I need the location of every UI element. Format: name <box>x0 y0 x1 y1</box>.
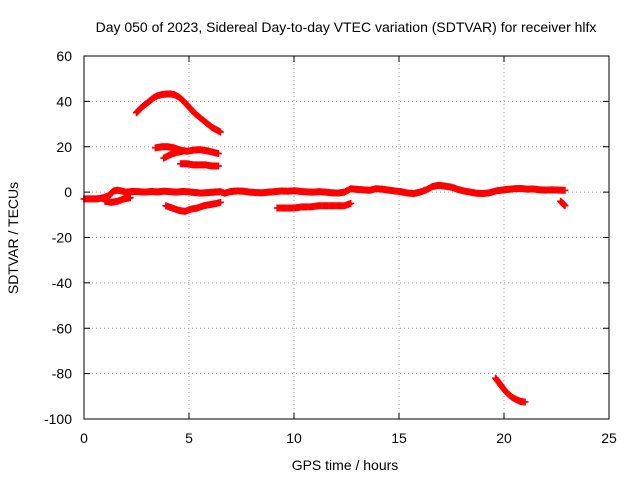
data-point <box>214 162 222 170</box>
y-tick-label: -20 <box>52 230 72 246</box>
data-point <box>561 186 569 194</box>
y-tick-label: 20 <box>56 139 72 155</box>
series-4 <box>160 147 187 162</box>
x-tick-label: 20 <box>496 430 512 446</box>
data-point <box>521 398 529 406</box>
data-point <box>126 194 134 202</box>
y-tick-label: 0 <box>64 184 72 200</box>
chart-title: Day 050 of 2023, Sidereal Day-to-day VTE… <box>96 19 597 35</box>
x-axis-label: GPS time / hours <box>292 457 399 473</box>
y-axis-label: SDTVAR / TECUs <box>5 182 21 294</box>
data-point <box>214 150 222 158</box>
series-1 <box>101 194 134 206</box>
y-tick-label: -100 <box>44 411 72 427</box>
x-tick-label: 5 <box>185 430 193 446</box>
data-marks <box>80 90 569 406</box>
series-2 <box>133 90 224 136</box>
y-tick-label: -40 <box>52 275 72 291</box>
data-point <box>217 198 224 206</box>
y-tick-label: -60 <box>52 320 72 336</box>
data-point <box>179 147 187 155</box>
x-tick-label: 25 <box>601 430 617 446</box>
x-tick-label: 15 <box>391 430 407 446</box>
data-point <box>561 202 569 210</box>
series-9 <box>492 374 529 406</box>
series-3 <box>151 143 222 158</box>
y-tick-label: -80 <box>52 366 72 382</box>
data-point <box>217 128 224 136</box>
series-7 <box>273 199 355 212</box>
x-tick-label: 0 <box>80 430 88 446</box>
axis-ticks: 0 5 10 15 20 25 60 40 20 0 -20 -40 -60 -80 -100 <box>44 48 617 446</box>
plot-area-border <box>83 55 610 420</box>
series-0 <box>80 181 569 203</box>
y-tick-label: 40 <box>56 93 72 109</box>
series-8 <box>557 197 569 210</box>
grid-lines <box>84 56 609 419</box>
x-tick-label: 10 <box>286 430 302 446</box>
series-5 <box>177 160 222 170</box>
series-6 <box>162 198 224 215</box>
data-point <box>347 199 355 207</box>
y-tick-label: 60 <box>56 48 72 64</box>
